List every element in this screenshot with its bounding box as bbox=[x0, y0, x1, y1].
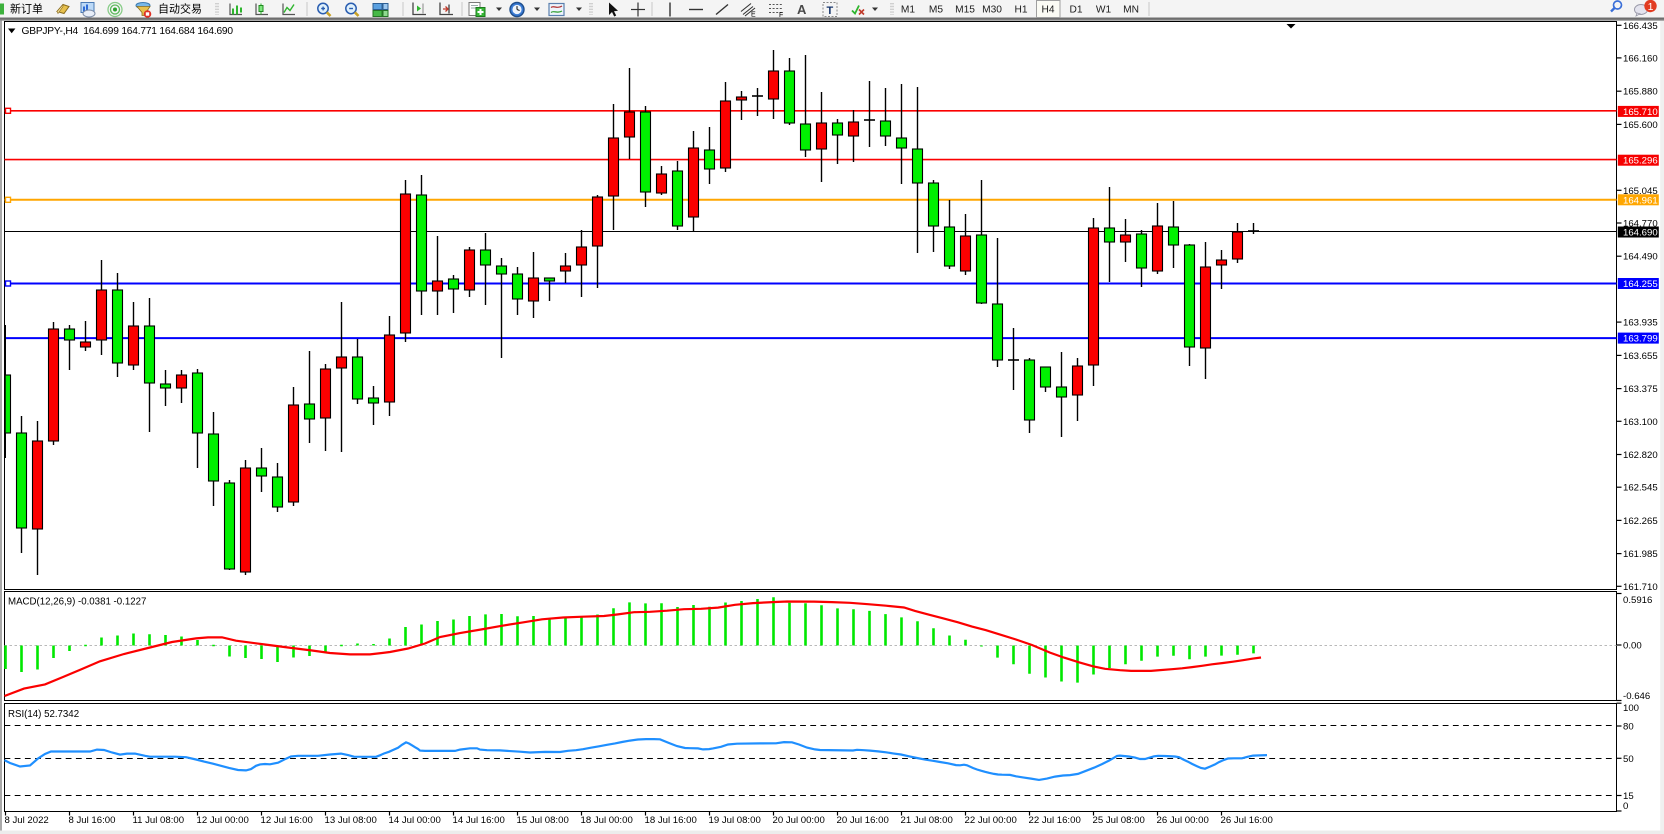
svg-text:20 Jul 16:00: 20 Jul 16:00 bbox=[837, 815, 889, 826]
svg-text:100: 100 bbox=[1623, 703, 1639, 714]
svg-text:0.00: 0.00 bbox=[1623, 641, 1642, 652]
svg-text:M1: M1 bbox=[901, 5, 915, 16]
svg-text:RSI(14) 52.7342: RSI(14) 52.7342 bbox=[8, 709, 79, 720]
svg-text:163.799: 163.799 bbox=[1623, 334, 1658, 345]
svg-text:0: 0 bbox=[1623, 801, 1628, 812]
svg-text:161.985: 161.985 bbox=[1623, 549, 1658, 560]
svg-text:166.160: 166.160 bbox=[1623, 53, 1658, 64]
svg-text:F: F bbox=[779, 12, 783, 19]
svg-text:164.490: 164.490 bbox=[1623, 252, 1658, 263]
svg-text:GBPJPY-,H4 164.699 164.771 16: GBPJPY-,H4 164.699 164.771 164.684 164.6… bbox=[22, 26, 234, 37]
svg-text:162.545: 162.545 bbox=[1623, 483, 1658, 494]
svg-text:0.5916: 0.5916 bbox=[1623, 595, 1652, 606]
svg-text:80: 80 bbox=[1623, 722, 1634, 733]
svg-text:11 Jul 08:00: 11 Jul 08:00 bbox=[133, 815, 185, 826]
svg-text:新订单: 新订单 bbox=[10, 2, 43, 16]
svg-text:14 Jul 00:00: 14 Jul 00:00 bbox=[389, 815, 441, 826]
svg-text:22 Jul 16:00: 22 Jul 16:00 bbox=[1029, 815, 1081, 826]
svg-text:19 Jul 08:00: 19 Jul 08:00 bbox=[709, 815, 761, 826]
svg-text:H4: H4 bbox=[1041, 5, 1054, 16]
svg-text:166.435: 166.435 bbox=[1623, 21, 1658, 32]
svg-text:22 Jul 00:00: 22 Jul 00:00 bbox=[965, 815, 1017, 826]
svg-text:-0.646: -0.646 bbox=[1623, 691, 1650, 702]
svg-text:12 Jul 00:00: 12 Jul 00:00 bbox=[197, 815, 249, 826]
svg-text:自动交易: 自动交易 bbox=[158, 2, 202, 16]
svg-text:21 Jul 08:00: 21 Jul 08:00 bbox=[901, 815, 953, 826]
svg-text:161.710: 161.710 bbox=[1623, 582, 1658, 593]
svg-text:A: A bbox=[797, 2, 807, 17]
svg-text:12 Jul 16:00: 12 Jul 16:00 bbox=[261, 815, 313, 826]
svg-text:T: T bbox=[827, 5, 834, 17]
svg-text:8 Jul 2022: 8 Jul 2022 bbox=[5, 815, 49, 826]
svg-text:165.710: 165.710 bbox=[1623, 107, 1658, 118]
svg-text:MN: MN bbox=[1123, 5, 1139, 16]
svg-text:165.045: 165.045 bbox=[1623, 186, 1658, 197]
svg-text:H1: H1 bbox=[1014, 5, 1027, 16]
svg-text:164.255: 164.255 bbox=[1623, 279, 1658, 290]
svg-text:164.690: 164.690 bbox=[1623, 228, 1658, 239]
svg-text:D1: D1 bbox=[1069, 5, 1082, 16]
svg-text:162.820: 162.820 bbox=[1623, 450, 1658, 461]
svg-text:14 Jul 16:00: 14 Jul 16:00 bbox=[453, 815, 505, 826]
svg-text:26 Jul 16:00: 26 Jul 16:00 bbox=[1221, 815, 1273, 826]
svg-text:20 Jul 00:00: 20 Jul 00:00 bbox=[773, 815, 825, 826]
svg-text:MACD(12,26,9) -0.0381 -0.1227: MACD(12,26,9) -0.0381 -0.1227 bbox=[8, 597, 146, 608]
svg-text:13 Jul 08:00: 13 Jul 08:00 bbox=[325, 815, 377, 826]
svg-text:E: E bbox=[751, 12, 756, 19]
svg-text:165.600: 165.600 bbox=[1623, 120, 1658, 131]
svg-text:M5: M5 bbox=[929, 5, 943, 16]
svg-text:26 Jul 00:00: 26 Jul 00:00 bbox=[1157, 815, 1209, 826]
svg-text:165.880: 165.880 bbox=[1623, 87, 1658, 98]
svg-text:18 Jul 00:00: 18 Jul 00:00 bbox=[581, 815, 633, 826]
svg-text:162.265: 162.265 bbox=[1623, 516, 1658, 527]
svg-text:18 Jul 16:00: 18 Jul 16:00 bbox=[645, 815, 697, 826]
svg-text:50: 50 bbox=[1623, 754, 1634, 765]
svg-text:15 Jul 08:00: 15 Jul 08:00 bbox=[517, 815, 569, 826]
svg-text:164.770: 164.770 bbox=[1623, 219, 1658, 230]
svg-text:163.100: 163.100 bbox=[1623, 417, 1658, 428]
svg-text:163.375: 163.375 bbox=[1623, 384, 1658, 395]
svg-text:165.296: 165.296 bbox=[1623, 156, 1658, 167]
svg-text:164.961: 164.961 bbox=[1623, 195, 1658, 206]
svg-text:8 Jul 16:00: 8 Jul 16:00 bbox=[69, 815, 116, 826]
svg-text:163.655: 163.655 bbox=[1623, 351, 1658, 362]
svg-text:M30: M30 bbox=[982, 5, 1002, 16]
svg-text:15: 15 bbox=[1623, 791, 1634, 802]
svg-text:W1: W1 bbox=[1096, 5, 1112, 16]
svg-text:25 Jul 08:00: 25 Jul 08:00 bbox=[1093, 815, 1145, 826]
svg-text:M15: M15 bbox=[955, 5, 975, 16]
svg-text:163.935: 163.935 bbox=[1623, 318, 1658, 329]
svg-text:1: 1 bbox=[1648, 1, 1654, 13]
